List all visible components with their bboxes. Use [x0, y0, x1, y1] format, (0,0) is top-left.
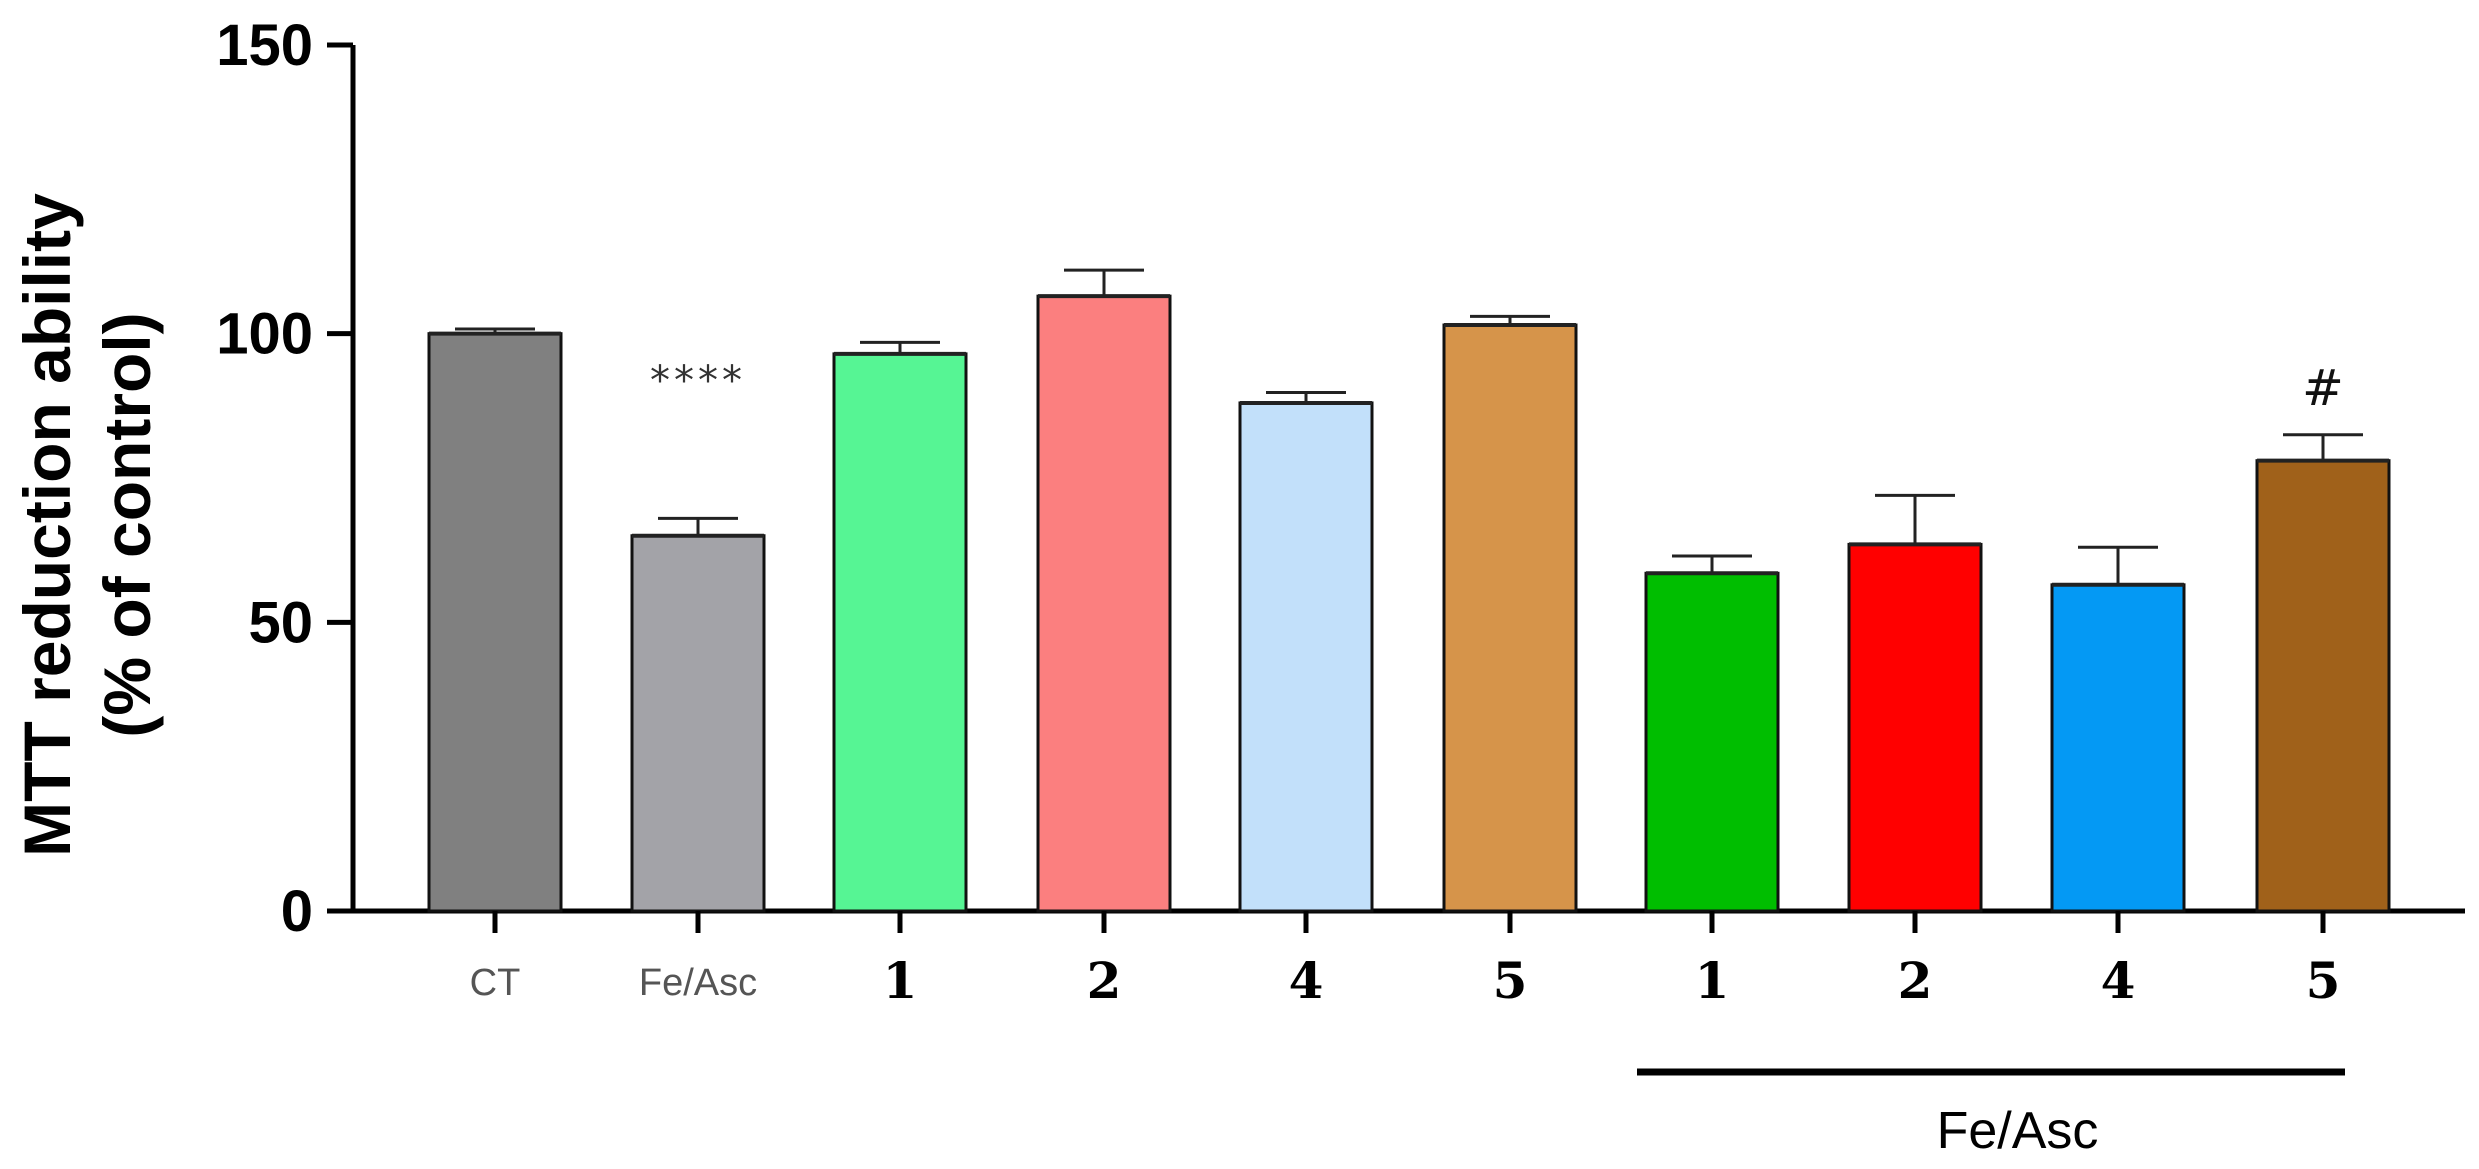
x-category-label: 1 [1695, 951, 1730, 1010]
bar-10 [2255, 459, 2391, 913]
x-category-label: 5 [1493, 951, 1528, 1010]
x-category-label: 2 [1087, 951, 1122, 1010]
bar-8 [1847, 542, 1983, 913]
y-axis-title-line-1: MTT reduction ability [10, 193, 84, 857]
group-label: Fe/Asc [1937, 1102, 2099, 1160]
y-tick-label: 0 [281, 879, 313, 944]
bar-9 [2050, 583, 2186, 913]
significance-hash: # [2302, 359, 2344, 417]
bar-5 [1238, 401, 1374, 913]
bar-2 [630, 534, 766, 913]
x-category-label: 4 [2101, 951, 2136, 1010]
bar-4 [1036, 294, 1172, 913]
x-category-label: Fe/Asc [639, 962, 757, 1004]
bar-3 [832, 352, 968, 913]
bar-7 [1644, 571, 1780, 913]
x-category-label: 1 [883, 951, 918, 1010]
significance-stars: **** [650, 358, 746, 404]
x-category-label: 4 [1289, 951, 1324, 1010]
bar-6 [1442, 323, 1578, 913]
x-category-label: CT [470, 962, 521, 1004]
x-category-label: 2 [1898, 951, 1933, 1010]
y-tick-label: 100 [216, 302, 313, 367]
y-axis-title-line-2: (% of control) [90, 312, 164, 737]
bar-1 [427, 332, 563, 913]
y-tick-label: 150 [216, 13, 313, 78]
y-tick-label: 50 [248, 590, 313, 655]
x-category-label: 5 [2306, 951, 2341, 1010]
